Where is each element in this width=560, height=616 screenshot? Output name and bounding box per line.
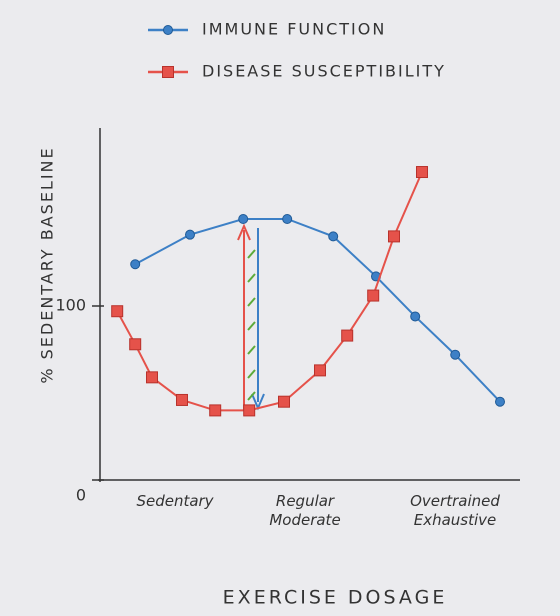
annotation-arrows	[238, 226, 264, 410]
marker	[279, 396, 290, 407]
x-tick-label: Sedentary	[120, 492, 230, 511]
marker	[451, 350, 460, 359]
marker	[329, 232, 338, 241]
y-tick-label: 0	[76, 486, 86, 505]
legend-marker	[164, 26, 173, 35]
y-axis-label: % SEDENTARY BASELINE	[38, 146, 57, 383]
marker	[411, 312, 420, 321]
marker	[130, 339, 141, 350]
marker	[368, 290, 379, 301]
marker	[417, 167, 428, 178]
marker	[283, 215, 292, 224]
marker	[131, 260, 140, 269]
marker	[186, 230, 195, 239]
y-tick-label: 100	[55, 296, 86, 315]
marker	[147, 372, 158, 383]
marker	[389, 231, 400, 242]
legend-label: IMMUNE FUNCTION	[202, 20, 386, 39]
marker	[496, 397, 505, 406]
marker	[244, 405, 255, 416]
x-tick-label: Regular Moderate	[250, 492, 360, 530]
legend-label: DISEASE SUSCEPTIBILITY	[202, 62, 446, 81]
legend-marker	[163, 67, 174, 78]
x-tick-label: Overtrained Exhaustive	[400, 492, 510, 530]
marker	[112, 306, 123, 317]
marker	[342, 330, 353, 341]
x-axis-label: EXERCISE DOSAGE	[223, 587, 448, 609]
chart: % SEDENTARY BASELINE EXERCISE DOSAGE 0 10…	[0, 0, 560, 616]
marker	[315, 365, 326, 376]
marker	[210, 405, 221, 416]
marker	[239, 215, 248, 224]
marker	[177, 394, 188, 405]
